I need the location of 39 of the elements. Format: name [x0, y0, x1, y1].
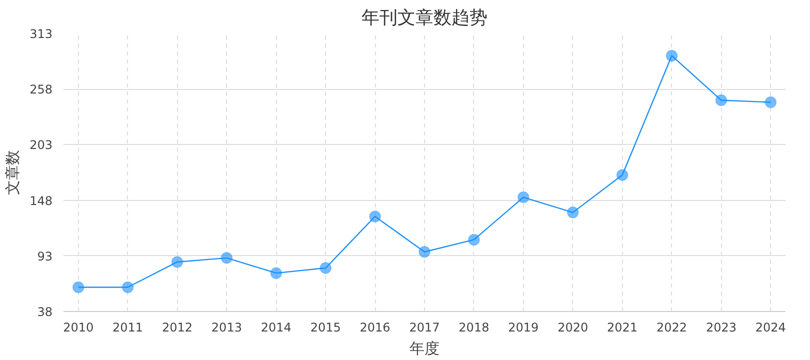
y-tick-label: 148: [30, 194, 52, 208]
x-tick-label: 2013: [211, 320, 242, 334]
point: [220, 252, 233, 264]
point: [72, 281, 84, 294]
x-tick-label: 2012: [162, 320, 193, 334]
point: [122, 281, 134, 294]
x-tick-label: 2023: [706, 320, 736, 334]
x-tick-label: 2017: [409, 320, 440, 334]
x-tick-label: 2024: [755, 320, 786, 334]
x-tick-label: 2011: [112, 320, 144, 334]
y-tick-label: 258: [30, 82, 52, 97]
point: [566, 206, 579, 218]
point: [369, 210, 382, 222]
x-tick-label: 2020: [558, 320, 588, 334]
x-axis-title: 年度: [410, 340, 440, 358]
point: [517, 191, 530, 204]
point: [764, 96, 777, 108]
chart-title: 年刊文章数趋势: [362, 8, 488, 28]
y-tick-label: 313: [30, 27, 52, 41]
point: [616, 169, 628, 182]
x-tick-label: 2016: [360, 320, 390, 334]
y-tick-label: 38: [37, 305, 53, 319]
x-tick-label: 2018: [458, 320, 490, 334]
point: [418, 246, 430, 258]
x-tick-label: 2019: [508, 320, 539, 334]
x-tick-label: 2022: [656, 320, 688, 334]
x-tick-label: 2010: [63, 320, 94, 334]
x-tick-label: 2015: [310, 320, 341, 334]
y-axis-title: 文章数: [4, 150, 22, 195]
y-tick-label: 93: [37, 249, 53, 264]
point: [666, 50, 678, 62]
x-tick-label: 2014: [260, 320, 292, 334]
point: [715, 94, 728, 106]
point: [320, 262, 332, 274]
point: [270, 267, 282, 280]
point: [468, 234, 480, 246]
y-tick-label: 203: [30, 138, 52, 152]
point: [171, 256, 184, 268]
x-tick-label: 2021: [607, 320, 638, 334]
